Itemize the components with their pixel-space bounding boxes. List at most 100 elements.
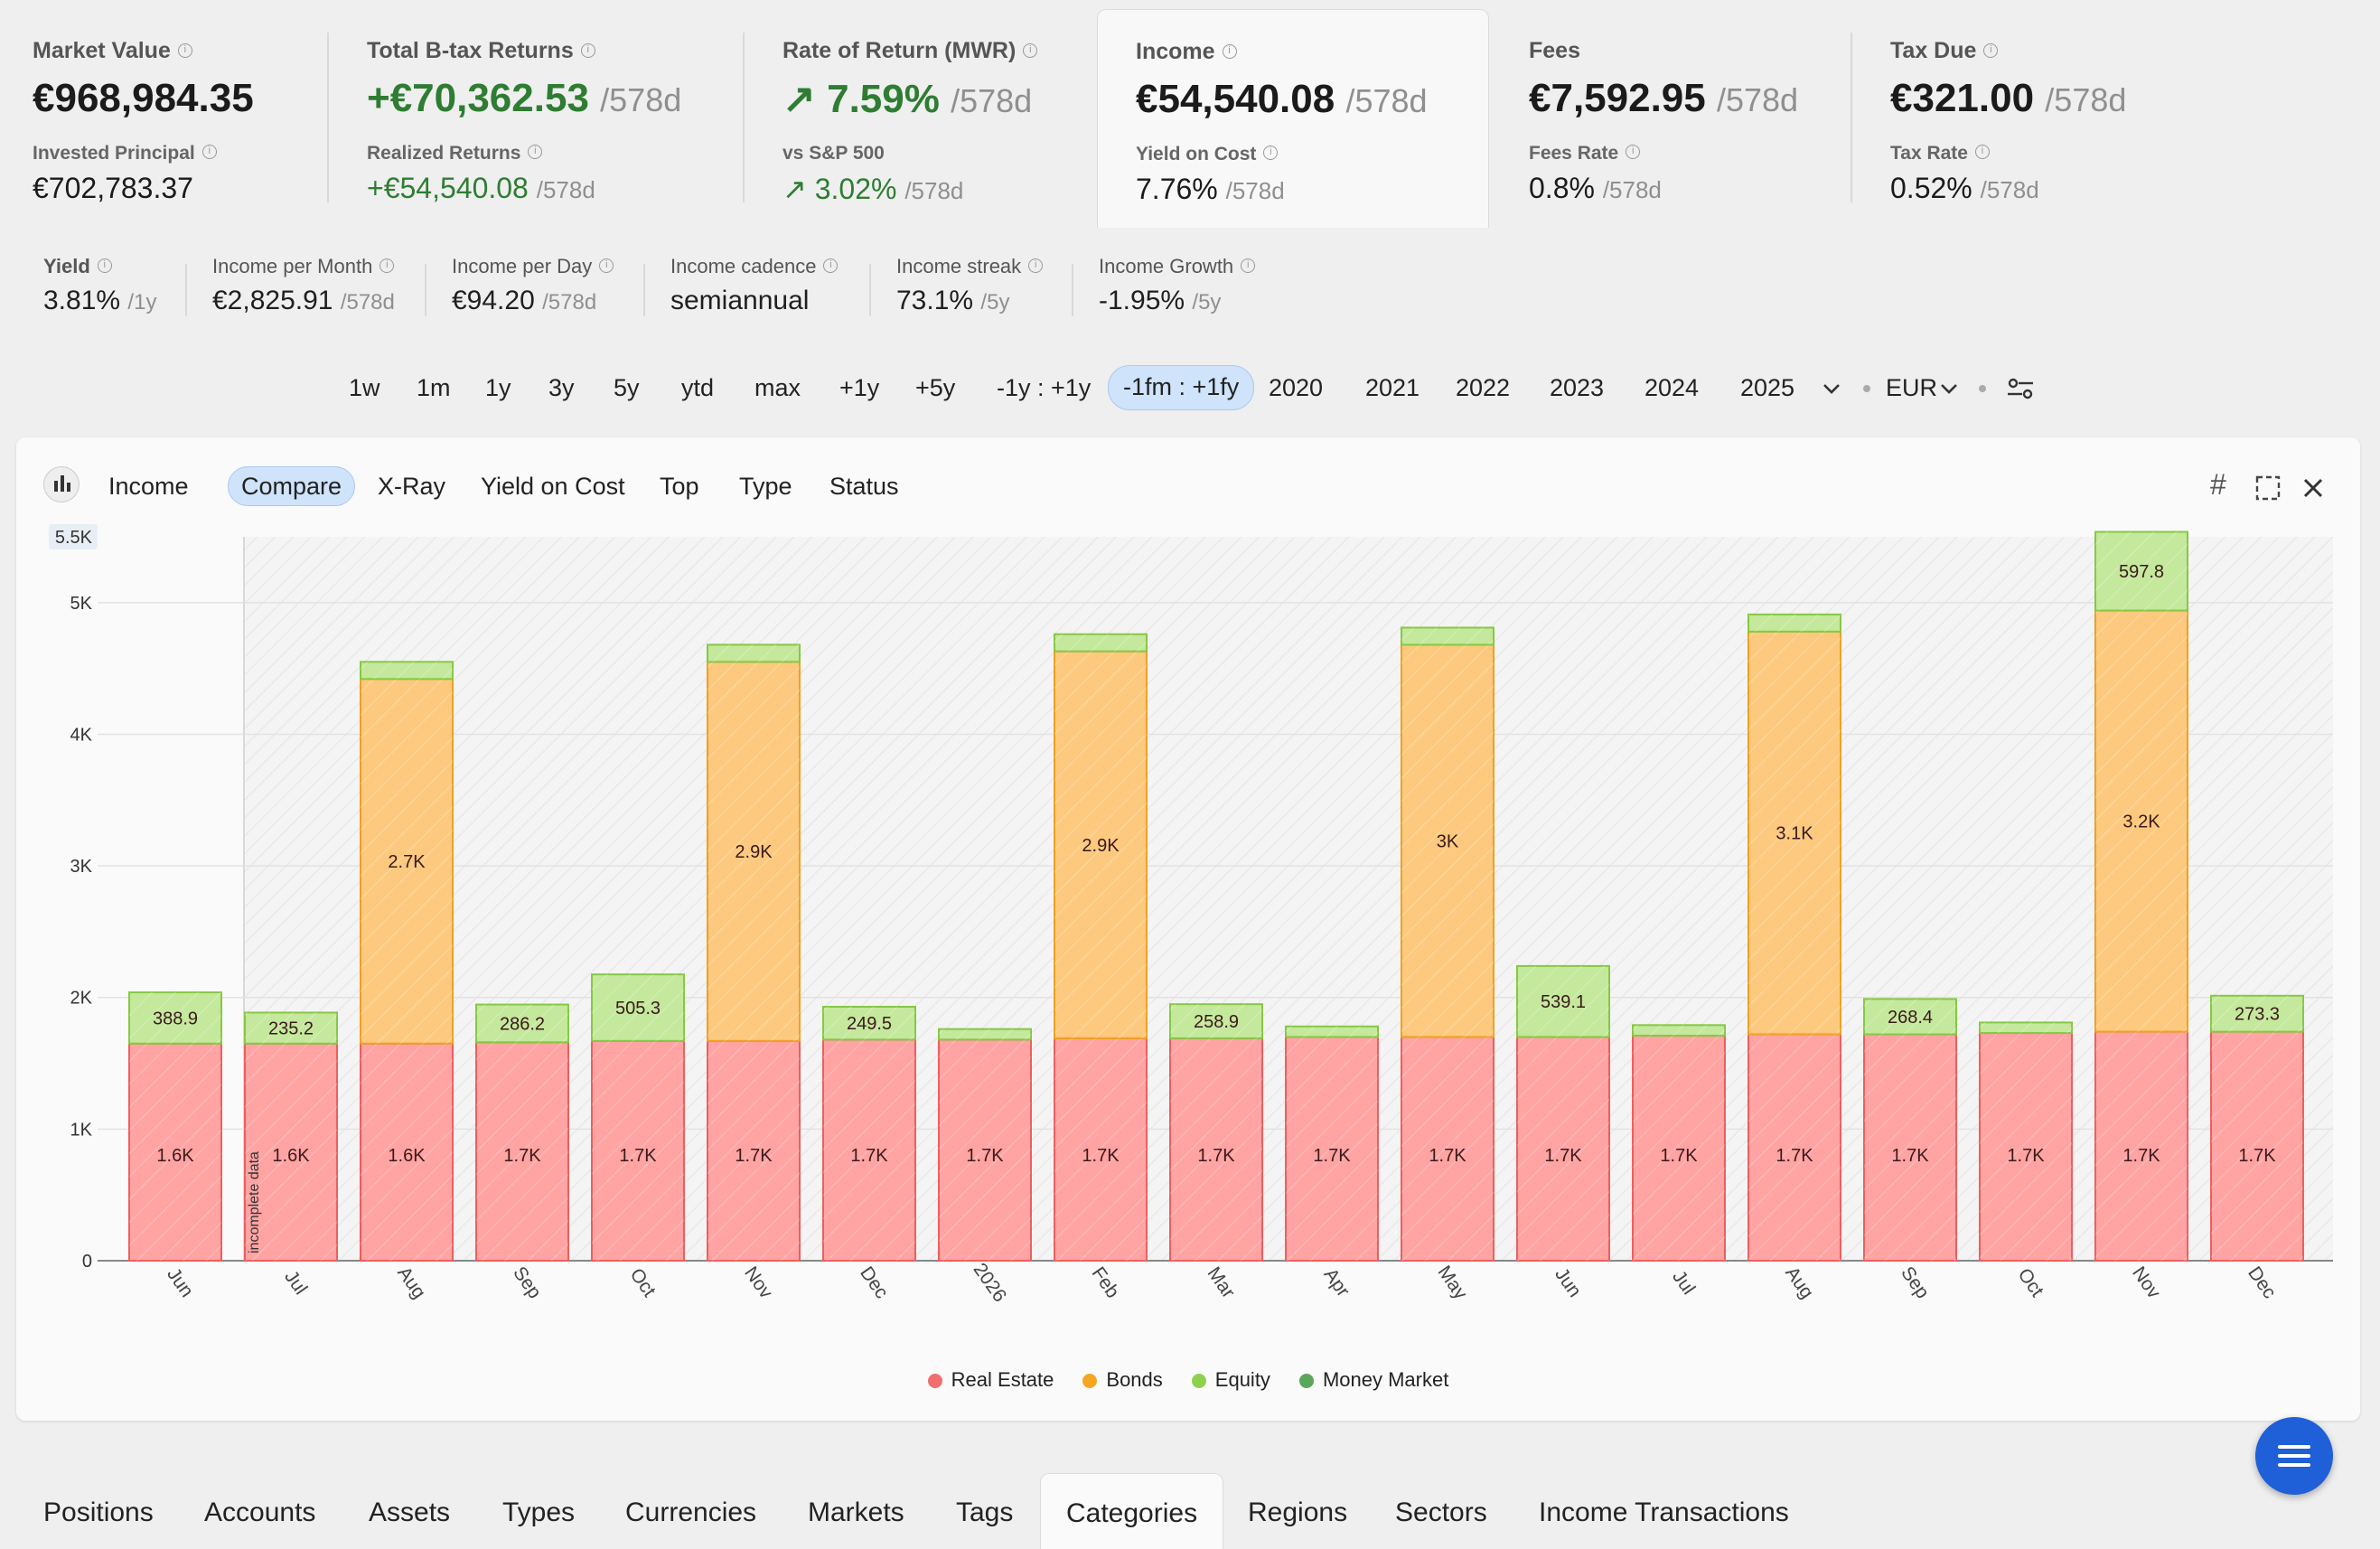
info-icon[interactable]: i — [580, 43, 595, 58]
tab-markets[interactable]: Markets — [808, 1497, 904, 1527]
close-icon[interactable] — [2302, 477, 2324, 499]
metric-fees[interactable]: Fees €7,592.95 /578d Fees Rate i 0.8% /57… — [1491, 9, 1851, 228]
fullscreen-icon[interactable] — [2255, 475, 2281, 501]
sub-metric-income-growth[interactable]: Income Growth i -1.95% /5y — [1099, 255, 1256, 316]
metric-value: €7,592.95 /578d — [1529, 76, 1799, 120]
range-plus-1y[interactable]: +1y — [839, 374, 880, 401]
x-tick-label: Sep — [509, 1263, 545, 1302]
chart-tab-compare[interactable]: Compare — [228, 466, 356, 506]
tab-assets[interactable]: Assets — [369, 1497, 451, 1527]
hash-icon[interactable]: # — [2210, 468, 2226, 501]
bar-value-label: 1.7K — [1660, 1146, 1698, 1166]
tab-sectors[interactable]: Sectors — [1395, 1497, 1487, 1527]
chart-tab-type[interactable]: Type — [739, 473, 792, 500]
sub-metric-income-cadence[interactable]: Income cadence i semiannual — [670, 255, 839, 316]
bar-value-label: 2.7K — [388, 852, 426, 872]
currency-selector[interactable]: EUR — [1886, 374, 1938, 401]
legend-swatch — [1082, 1374, 1098, 1388]
bar-segment-texture — [2211, 1031, 2303, 1261]
info-icon[interactable]: i — [1983, 43, 1999, 58]
info-icon[interactable]: i — [1241, 258, 1256, 273]
range-2024[interactable]: 2024 — [1644, 374, 1700, 401]
tab-currencies[interactable]: Currencies — [625, 1497, 757, 1527]
info-icon[interactable]: i — [823, 258, 839, 273]
info-icon[interactable]: i — [177, 43, 192, 58]
bar-segment-texture — [1170, 1004, 1262, 1038]
chevron-down-icon[interactable] — [1939, 380, 1959, 398]
bar-segment-texture — [1748, 1034, 1841, 1261]
range-ytd[interactable]: ytd — [681, 374, 715, 401]
info-icon[interactable]: i — [201, 145, 217, 159]
info-icon[interactable]: i — [1263, 146, 1279, 160]
info-icon[interactable]: i — [1626, 145, 1641, 159]
metrics-bar: Market Value i €968,984.35 Invested Princ… — [0, 0, 2380, 228]
tab-categories[interactable]: Categories — [1040, 1473, 1224, 1549]
legend-item[interactable]: Equity — [1191, 1368, 1270, 1392]
metric-title: Rate of Return (MWR) i — [782, 38, 1038, 64]
range-1y[interactable]: 1y — [485, 374, 511, 401]
chart-tab-top[interactable]: Top — [660, 473, 699, 500]
tab-accounts[interactable]: Accounts — [204, 1497, 316, 1527]
range-2022[interactable]: 2022 — [1456, 374, 1511, 401]
x-tick-label: Sep — [1897, 1263, 1933, 1302]
range-2025[interactable]: 2025 — [1740, 374, 1795, 401]
bar-segment-texture — [361, 662, 453, 680]
metric-income[interactable]: Income i €54,540.08 /578d Yield on Cost i … — [1097, 9, 1489, 228]
tab-income-transactions[interactable]: Income Transactions — [1539, 1497, 1789, 1527]
metric-rate-of-return[interactable]: Rate of Return (MWR) i ↗ 7.59% /578d vs S… — [752, 9, 1095, 228]
x-tick-label: Jul — [280, 1267, 311, 1299]
info-icon[interactable]: i — [1222, 44, 1237, 59]
chart-tab-xray[interactable]: X-Ray — [378, 473, 446, 500]
settings-sliders-icon[interactable] — [2006, 376, 2035, 401]
info-icon[interactable]: i — [1028, 258, 1044, 273]
chart-tab-status[interactable]: Status — [829, 473, 899, 500]
range-2020[interactable]: 2020 — [1269, 374, 1324, 401]
x-tick-label: Aug — [1781, 1263, 1817, 1302]
chart-tab-income[interactable]: Income — [108, 473, 189, 500]
sub-metric-income-streak[interactable]: Income streak i 73.1% /5y — [896, 255, 1044, 316]
tab-types[interactable]: Types — [502, 1497, 576, 1527]
info-icon[interactable]: i — [97, 258, 112, 273]
range-1m[interactable]: 1m — [417, 374, 451, 401]
range-5y[interactable]: 5y — [614, 374, 640, 401]
tab-regions[interactable]: Regions — [1248, 1497, 1348, 1527]
range-max[interactable]: max — [754, 374, 801, 401]
range-3y[interactable]: 3y — [548, 374, 575, 401]
info-icon[interactable]: i — [1974, 145, 1990, 159]
info-icon[interactable]: i — [599, 258, 614, 273]
legend-item[interactable]: Money Market — [1298, 1368, 1448, 1392]
metric-sub-value: +€54,540.08 /578d — [367, 172, 595, 204]
metric-total-returns[interactable]: Total B-tax Returns i +€70,362.53 /578d R… — [336, 9, 741, 228]
y-tick-label: 1K — [70, 1120, 93, 1140]
sub-metric-value: 3.81% /1y — [43, 286, 157, 315]
chevron-down-icon[interactable] — [1822, 380, 1841, 398]
metric-market-value[interactable]: Market Value i €968,984.35 Invested Princ… — [0, 9, 327, 228]
legend-item[interactable]: Bonds — [1082, 1368, 1163, 1392]
menu-fab-button[interactable] — [2255, 1417, 2333, 1495]
sub-metric-income-per-day[interactable]: Income per Day i €94.20 /578d — [452, 255, 614, 316]
info-icon[interactable]: i — [379, 258, 395, 273]
metric-tax-due[interactable]: Tax Due i €321.00 /578d Tax Rate i 0.52% /… — [1860, 9, 2239, 228]
range-2021[interactable]: 2021 — [1365, 374, 1420, 401]
tab-tags[interactable]: Tags — [956, 1497, 1014, 1527]
range-minus-1fm-plus-1fy[interactable]: -1fm : +1fy — [1108, 365, 1255, 410]
metric-value: +€70,362.53 /578d — [367, 76, 682, 120]
metric-sub-value: 0.8% /578d — [1529, 172, 1662, 204]
chart-tab-yield-on-cost[interactable]: Yield on Cost — [481, 473, 625, 500]
range-minus-1y-plus-1y[interactable]: -1y : +1y — [997, 374, 1092, 401]
bar-segment-texture — [1401, 644, 1494, 1037]
legend-item[interactable]: Real Estate — [927, 1368, 1054, 1392]
x-tick-label: Oct — [2014, 1264, 2048, 1300]
tab-positions[interactable]: Positions — [43, 1497, 154, 1527]
sub-metric-income-per-month[interactable]: Income per Month i €2,825.91 /578d — [212, 255, 395, 316]
metric-value: €968,984.35 — [33, 76, 254, 120]
x-tick-label: Jun — [163, 1264, 197, 1301]
sub-metric-yield[interactable]: Yield i 3.81% /1y — [43, 255, 156, 316]
info-icon[interactable]: i — [528, 145, 543, 159]
range-plus-5y[interactable]: +5y — [915, 374, 956, 401]
range-2023[interactable]: 2023 — [1550, 374, 1605, 401]
bar-chart-icon[interactable] — [43, 466, 80, 502]
range-1w[interactable]: 1w — [349, 374, 380, 401]
info-icon[interactable]: i — [1023, 43, 1038, 58]
sub-metrics-bar: Yield i 3.81% /1y Income per Month i €2,82… — [0, 228, 2380, 334]
